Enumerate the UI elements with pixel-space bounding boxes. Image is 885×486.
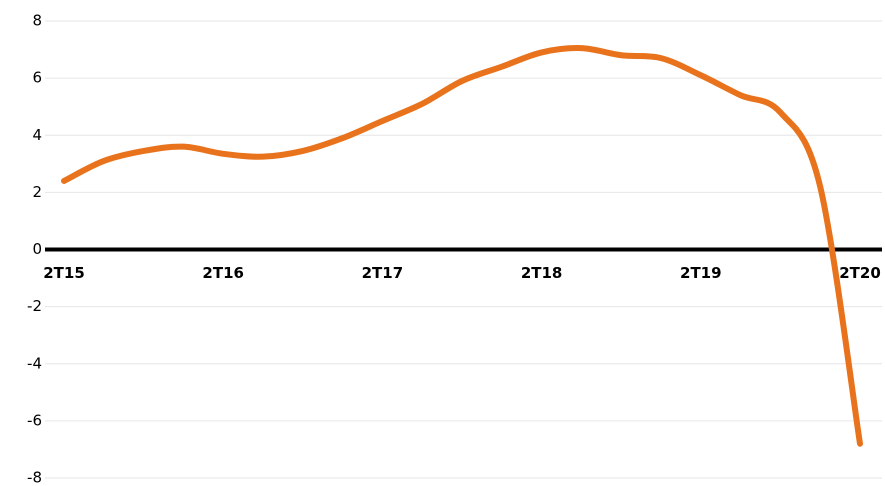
x-tick-label: 2T18: [521, 264, 563, 282]
x-tick-label: 2T17: [362, 264, 404, 282]
x-tick-label: 2T20: [839, 264, 881, 282]
y-tick-label: -6: [27, 411, 42, 429]
y-tick-label: 6: [32, 69, 42, 87]
x-tick-label: 2T16: [202, 264, 244, 282]
y-tick-label: -4: [27, 354, 42, 372]
y-tick-label: 4: [32, 126, 42, 144]
x-tick-label: 2T15: [43, 264, 85, 282]
x-tick-label: 2T19: [680, 264, 722, 282]
y-tick-label: -8: [27, 469, 42, 486]
y-tick-label: 8: [32, 12, 42, 30]
y-tick-label: -2: [27, 297, 42, 315]
line-series: [61, 45, 863, 447]
y-tick-label: 0: [32, 240, 42, 258]
y-tick-label: 2: [32, 183, 42, 201]
